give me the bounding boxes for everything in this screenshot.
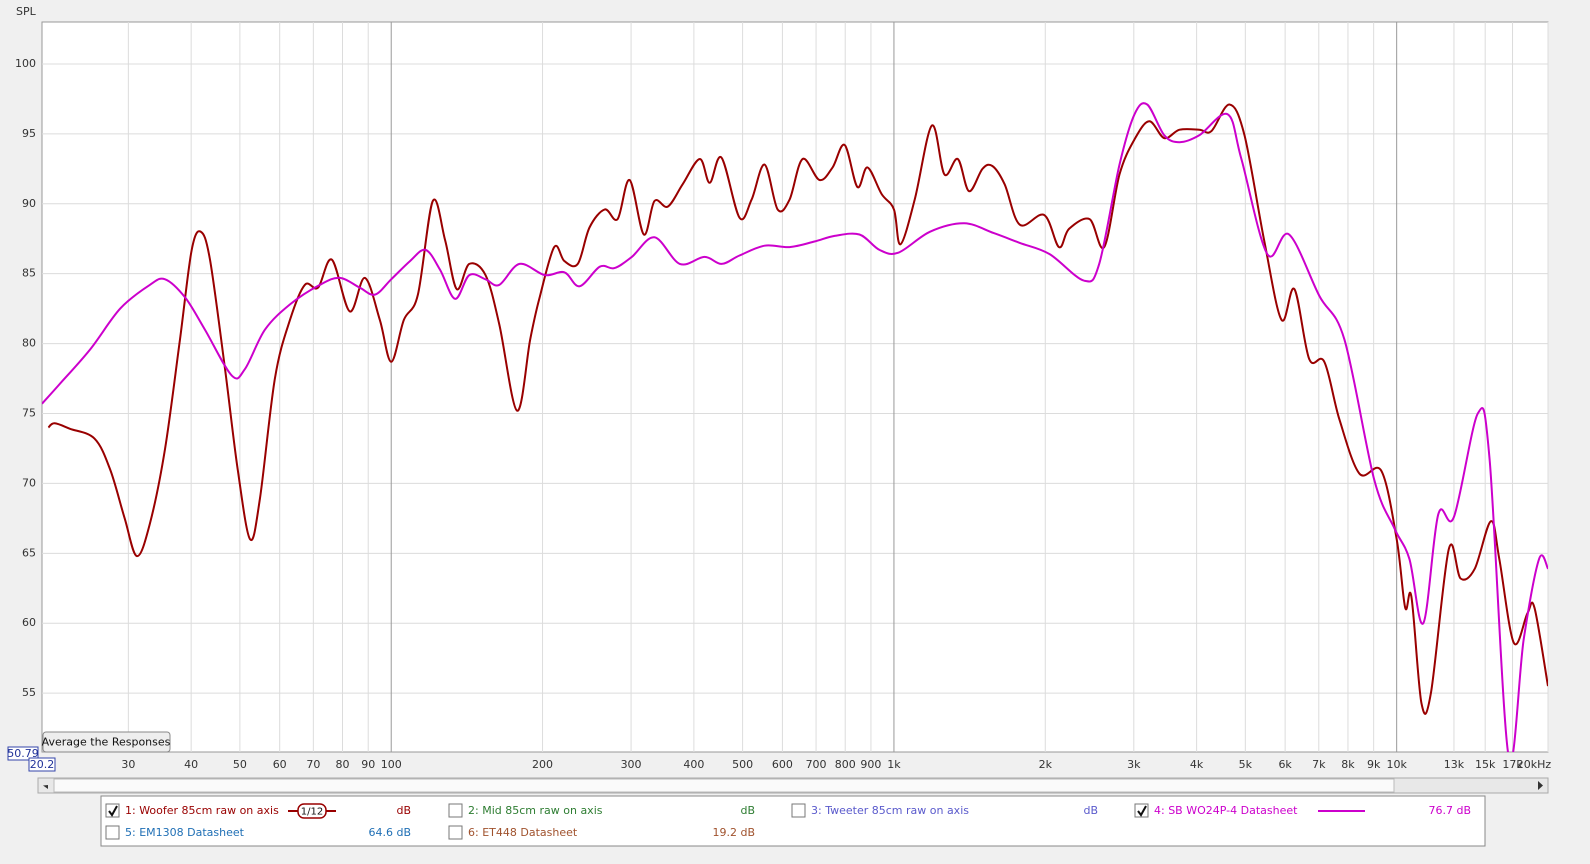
legend-level: dB bbox=[1083, 804, 1098, 817]
x-tick-label: 15k bbox=[1475, 758, 1496, 771]
legend-label: 3: Tweeter 85cm raw on axis bbox=[811, 804, 969, 817]
x-tick-label: 800 bbox=[835, 758, 856, 771]
x-tick-label: 200 bbox=[532, 758, 553, 771]
y-tick-label: 95 bbox=[22, 127, 36, 140]
x-tick-label: 1k bbox=[887, 758, 901, 771]
response-line bbox=[47, 103, 1548, 715]
x-tick-label: 10k bbox=[1386, 758, 1407, 771]
legend-label: 6: ET448 Datasheet bbox=[468, 826, 578, 839]
x-tick-label: 9k bbox=[1367, 758, 1381, 771]
scroll-right[interactable] bbox=[1538, 781, 1543, 790]
x-tick-label: 8k bbox=[1341, 758, 1355, 771]
grid bbox=[42, 22, 1549, 752]
x-tick-label: 90 bbox=[361, 758, 375, 771]
x-tick-label: 3k bbox=[1127, 758, 1141, 771]
x-tick-label: 900 bbox=[860, 758, 881, 771]
x-tick-label: 4k bbox=[1190, 758, 1204, 771]
y-tick-label: 75 bbox=[22, 406, 36, 419]
x-tick-label: 30 bbox=[121, 758, 135, 771]
x-tick-label: 13k bbox=[1444, 758, 1465, 771]
y-tick-label: 80 bbox=[22, 337, 36, 350]
checkbox[interactable] bbox=[105, 825, 120, 840]
x-tick-label: 70 bbox=[306, 758, 320, 771]
checkmark bbox=[1137, 805, 1147, 817]
legend-label: 4: SB WO24P-4 Datasheet bbox=[1154, 804, 1298, 817]
x-tick-label: 500 bbox=[732, 758, 753, 771]
smoothing-box bbox=[297, 803, 327, 819]
y-tick-label: 60 bbox=[22, 616, 36, 629]
y-tick-label: 65 bbox=[22, 546, 36, 559]
plot-area bbox=[41, 21, 1549, 753]
x-tick-label: 40 bbox=[184, 758, 198, 771]
xmin-label: 20.2 bbox=[30, 758, 55, 771]
legend-level: 76.7 dB bbox=[1428, 804, 1471, 817]
xmin-box bbox=[28, 757, 56, 772]
ymin-label: 50.79 bbox=[7, 747, 39, 760]
ymin-box bbox=[7, 746, 39, 761]
checkbox[interactable] bbox=[448, 825, 463, 840]
checkbox[interactable] bbox=[448, 803, 463, 818]
x-tick-label: 60 bbox=[273, 758, 287, 771]
x-tick-label: 50 bbox=[233, 758, 247, 771]
legend-level: 64.6 dB bbox=[368, 826, 411, 839]
legend-label: 2: Mid 85cm raw on axis bbox=[468, 804, 603, 817]
legend-level: dB bbox=[740, 804, 755, 817]
y-tick-label: 55 bbox=[22, 686, 36, 699]
x-tick-label: 6k bbox=[1278, 758, 1292, 771]
x-tick-label: 7k bbox=[1312, 758, 1326, 771]
scroll-thumb[interactable] bbox=[53, 778, 1395, 793]
x-tick-label: 80 bbox=[335, 758, 349, 771]
x-tick-label: 20kHz bbox=[1517, 758, 1552, 771]
x-tick-label: 400 bbox=[683, 758, 704, 771]
legend-label: 5: EM1308 Datasheet bbox=[125, 826, 245, 839]
y-axis-label: SPL bbox=[16, 5, 37, 18]
x-tick-label: 700 bbox=[806, 758, 827, 771]
x-tick-label: 5k bbox=[1239, 758, 1253, 771]
average-button[interactable] bbox=[42, 731, 171, 753]
x-tick-label: 17k bbox=[1502, 758, 1523, 771]
checkbox[interactable] bbox=[791, 803, 806, 818]
x-tick-label: 300 bbox=[621, 758, 642, 771]
response-line bbox=[42, 102, 1548, 752]
average-button-label: Average the Responses bbox=[42, 736, 171, 749]
x-tick-label: 600 bbox=[772, 758, 793, 771]
x-tick-label: 2k bbox=[1039, 758, 1053, 771]
y-tick-label: 70 bbox=[22, 476, 36, 489]
y-tick-label: 85 bbox=[22, 267, 36, 280]
checkmark bbox=[108, 805, 118, 817]
legend-level: dB bbox=[396, 804, 411, 817]
x-tick-label: 100 bbox=[381, 758, 402, 771]
scroll-left[interactable] bbox=[43, 785, 48, 789]
y-tick-label: 90 bbox=[22, 197, 36, 210]
legend-level: 19.2 dB bbox=[712, 826, 755, 839]
y-tick-label: 100 bbox=[15, 57, 36, 70]
legend-label: 1: Woofer 85cm raw on axis bbox=[125, 804, 279, 817]
smoothing-label: 1/12 bbox=[301, 807, 323, 818]
